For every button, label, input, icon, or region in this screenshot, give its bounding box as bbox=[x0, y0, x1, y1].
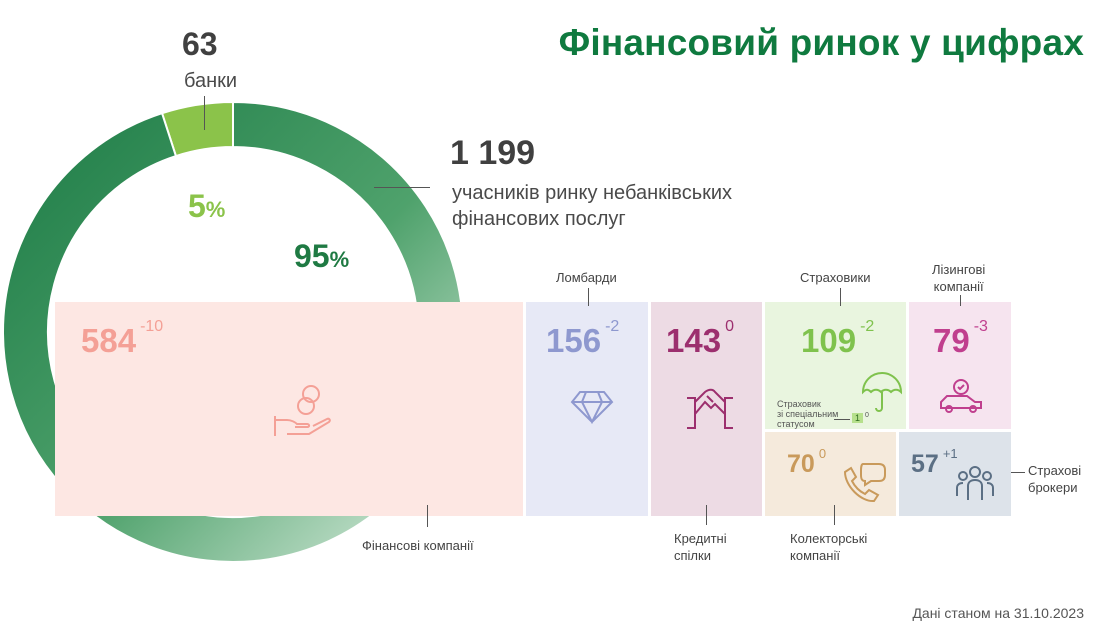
brokers-value: 57 +1 bbox=[911, 446, 958, 478]
finance-leader bbox=[427, 505, 428, 527]
nbfi-value: 1 199 bbox=[450, 134, 536, 172]
page-title: Фінансовий ринок у цифрах bbox=[558, 22, 1084, 63]
insurers-label: Страховики bbox=[800, 270, 871, 285]
brokers-leader bbox=[1011, 472, 1025, 473]
umbrella-icon bbox=[861, 372, 903, 412]
banks-value: 63 bbox=[182, 26, 218, 62]
collectors-label: Колекторські компанії bbox=[790, 531, 868, 563]
finance-label: Фінансові компанії bbox=[362, 538, 474, 553]
people-icon bbox=[956, 466, 994, 500]
tile-brokers: 57 +1 bbox=[899, 432, 1011, 516]
tile-collectors: 70 0 bbox=[765, 432, 896, 516]
nbfi-percent: 95% bbox=[294, 238, 350, 274]
leasing-leader bbox=[960, 295, 961, 306]
nbfi-label: учасників ринку небанківських фінансових… bbox=[452, 182, 733, 230]
leasing-value: 79 -3 bbox=[933, 318, 988, 359]
credit-unions-leader bbox=[706, 505, 707, 525]
insurers-leader bbox=[840, 288, 841, 306]
insurers-value: 109 -2 bbox=[801, 318, 875, 359]
banks-label: банки bbox=[184, 70, 238, 92]
banks-leader-line bbox=[204, 96, 205, 130]
pawnshops-value: 156 -2 bbox=[546, 318, 620, 359]
pawnshops-leader bbox=[588, 288, 589, 306]
nbfi-leader-line bbox=[374, 187, 430, 188]
tile-finance-companies: 584 -10 bbox=[55, 302, 523, 516]
credit-unions-label: Кредитні спілки bbox=[674, 531, 727, 563]
credit-unions-value: 143 0 bbox=[666, 318, 734, 359]
banks-percent: 5% bbox=[188, 188, 226, 224]
finance-value: 584 -10 bbox=[81, 318, 164, 359]
tile-leasing: 79 -3 bbox=[909, 302, 1011, 429]
brokers-label: Страхові брокери bbox=[1028, 463, 1082, 495]
coins-in-hand-icon bbox=[274, 385, 331, 436]
leasing-label: Лізингові компанії bbox=[932, 262, 986, 294]
collectors-value: 70 0 bbox=[787, 446, 827, 478]
handshake-icon bbox=[687, 388, 733, 429]
tile-insurers: 109 -2 Страховик зі спеціальним статусом … bbox=[765, 302, 906, 429]
pawnshops-label: Ломбарди bbox=[556, 270, 617, 285]
car-icon bbox=[940, 379, 982, 413]
diamond-icon bbox=[570, 391, 614, 424]
tile-credit-unions: 143 0 bbox=[651, 302, 762, 516]
data-date-note: Дані станом на 31.10.2023 bbox=[912, 605, 1084, 621]
tile-pawnshops: 156 -2 bbox=[526, 302, 648, 516]
collectors-leader bbox=[834, 505, 835, 525]
phone-chat-icon bbox=[843, 463, 886, 503]
special-status-line bbox=[834, 419, 850, 420]
special-status-label: Страховик зі спеціальним статусом bbox=[777, 399, 839, 429]
